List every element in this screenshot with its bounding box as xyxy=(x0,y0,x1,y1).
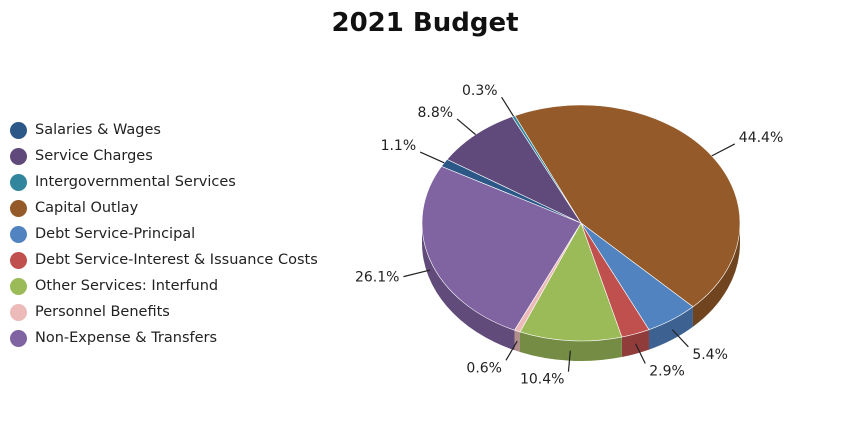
pie-side-personnel-benefits xyxy=(514,330,520,352)
leader-line xyxy=(635,343,646,364)
legend-item-capital-outlay: Capital Outlay xyxy=(10,195,318,221)
data-label-debt-service-interest-issuance-costs: 2.9% xyxy=(649,364,685,380)
legend-label: Debt Service-Principal xyxy=(35,226,196,242)
pie-labels: 44.4% 5.4% 2.9% 10.4% 0.6% 26.1% 1.1% 8.8% 0.3% xyxy=(355,83,783,388)
legend-item-debt-service-principal: Debt Service-Principal xyxy=(10,221,318,247)
chart-title: 2021 Budget xyxy=(331,8,519,38)
pie-side-debt-service-principal xyxy=(648,306,693,350)
legend-swatch xyxy=(10,303,27,321)
legend-item-personnel-benefits: Personnel Benefits xyxy=(10,299,318,325)
pie-slice-service-charges[interactable] xyxy=(446,116,582,224)
legend-swatch xyxy=(10,329,27,347)
pie-slice-intergovernmental-services[interactable] xyxy=(511,115,582,224)
data-label-non-expense-transfers: 26.1% xyxy=(355,270,399,286)
pie-side-other-services-interfund xyxy=(519,331,622,361)
data-label-debt-service-principal: 5.4% xyxy=(692,347,728,363)
legend-label: Salaries & Wages xyxy=(35,122,161,138)
data-label-service-charges: 8.8% xyxy=(417,105,453,121)
legend-swatch xyxy=(10,173,27,191)
pie-slice-other-services-interfund[interactable] xyxy=(519,222,623,342)
leader-line xyxy=(671,329,689,348)
legend: Salaries & Wages Service Charges Intergove… xyxy=(10,117,318,351)
leader-line xyxy=(567,350,571,372)
leader-line xyxy=(711,143,736,157)
pie-side-non-expense-transfers xyxy=(422,223,515,351)
pie-slice-non-expense-transfers[interactable] xyxy=(421,165,582,331)
leader-line xyxy=(419,151,445,164)
legend-swatch xyxy=(10,199,27,217)
leader-line xyxy=(456,118,477,136)
legend-swatch xyxy=(10,225,27,243)
pie-tops xyxy=(421,104,741,342)
legend-item-salaries-wages: Salaries & Wages xyxy=(10,117,318,143)
legend-label: Debt Service-Interest & Issuance Costs xyxy=(35,252,318,268)
legend-label: Other Services: Interfund xyxy=(35,278,219,294)
legend-item-service-charges: Service Charges xyxy=(10,143,318,169)
data-label-personnel-benefits: 0.6% xyxy=(466,360,502,376)
legend-swatch xyxy=(10,251,27,269)
legend-item-other-services-interfund: Other Services: Interfund xyxy=(10,273,318,299)
legend-swatch xyxy=(10,147,27,165)
leader-line xyxy=(501,96,514,117)
leader-line xyxy=(505,340,518,361)
pie-sides xyxy=(422,223,740,361)
legend-label: Personnel Benefits xyxy=(35,304,170,320)
legend-label: Service Charges xyxy=(35,148,153,164)
data-label-other-services-interfund: 10.4% xyxy=(520,372,564,388)
data-label-capital-outlay: 44.4% xyxy=(739,130,783,146)
pie-side-capital-outlay xyxy=(692,223,740,327)
legend-label: Capital Outlay xyxy=(35,200,139,216)
pie-side-debt-service-interest-issuance-costs xyxy=(621,329,649,358)
legend-item-intergovernmental-services: Intergovernmental Services xyxy=(10,169,318,195)
legend-item-debt-service-interest-issuance-costs: Debt Service-Interest & Issuance Costs xyxy=(10,247,318,273)
legend-swatch xyxy=(10,121,27,139)
legend-swatch xyxy=(10,277,27,295)
legend-item-non-expense-transfers: Non-Expense & Transfers xyxy=(10,325,318,351)
legend-label: Intergovernmental Services xyxy=(35,174,236,190)
legend-label: Non-Expense & Transfers xyxy=(35,330,218,346)
pie-slice-capital-outlay[interactable] xyxy=(514,104,741,308)
leader-line xyxy=(403,269,431,278)
data-label-intergovernmental-services: 0.3% xyxy=(462,83,498,99)
data-label-salaries-wages: 1.1% xyxy=(381,138,417,154)
